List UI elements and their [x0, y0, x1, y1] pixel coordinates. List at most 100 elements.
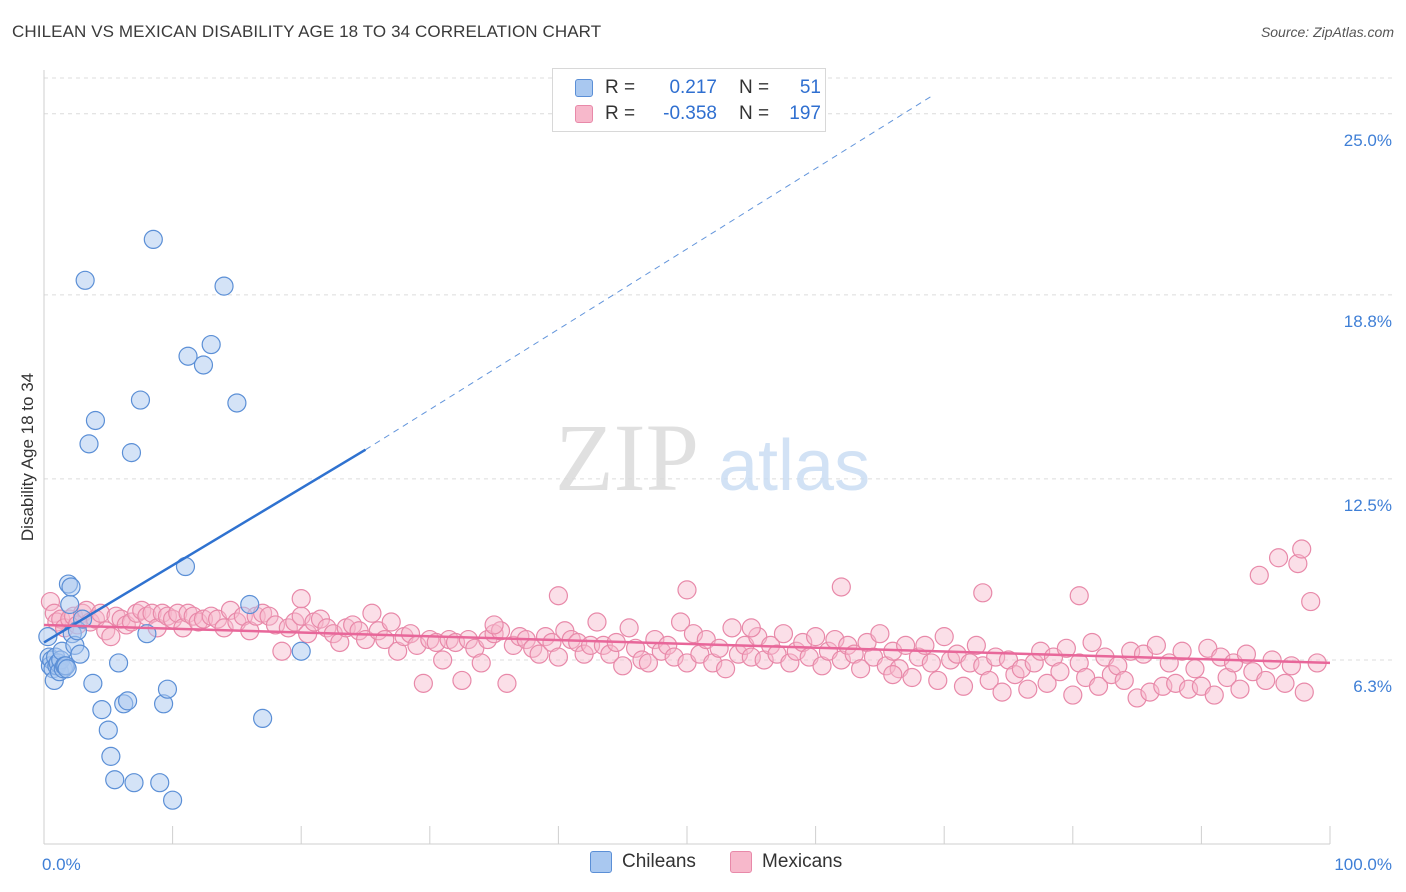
- chileans-point: [98, 720, 118, 740]
- legend-swatch-chileans: [575, 79, 593, 97]
- chileans-points: [38, 229, 311, 810]
- mexicans-point: [921, 653, 941, 673]
- legend-swatch-mexicans: [575, 105, 593, 123]
- mexicans-point: [1050, 662, 1070, 682]
- chileans-point: [157, 679, 178, 699]
- grid-lines: [44, 77, 1392, 661]
- y-tick-label: 6.3%: [1353, 677, 1392, 696]
- chileans-point: [92, 700, 112, 720]
- mexicans-point: [272, 641, 292, 661]
- legend-row-chileans: R = 0.217 N = 51: [575, 75, 821, 101]
- legend-box: R = 0.217 N = 51 R = -0.358 N = 197: [552, 68, 826, 132]
- mexicans-point: [613, 656, 633, 676]
- mexicans-point: [548, 647, 569, 667]
- mexicans-point: [587, 612, 607, 632]
- legend-n-label: N =: [739, 103, 770, 124]
- mexicans-point: [400, 624, 421, 644]
- mexicans-point: [168, 603, 188, 623]
- chileans-trend-line: [43, 448, 367, 644]
- mexicans-point: [1275, 673, 1295, 693]
- chileans-point: [79, 434, 99, 454]
- chileans-point: [61, 577, 81, 597]
- mexicans-point: [1292, 539, 1312, 559]
- mexicans-point: [973, 583, 993, 603]
- mexicans-point: [619, 618, 639, 638]
- legend-r-label: R =: [605, 103, 636, 124]
- mexicans-point: [548, 586, 569, 606]
- mexicans-point: [934, 627, 954, 647]
- y-tick-label: 18.8%: [1344, 312, 1392, 331]
- chileans-point: [85, 410, 106, 431]
- chileans-point: [130, 390, 151, 410]
- bottom-swatch-mexicans: [730, 851, 752, 873]
- source-label: Source: ZipAtlas.com: [1260, 24, 1394, 40]
- mexicans-point: [1268, 548, 1289, 568]
- bottom-legend-mexicans: Mexicans: [730, 851, 842, 873]
- mexicans-point: [101, 627, 121, 647]
- mexicans-point: [142, 603, 162, 623]
- mexicans-point: [831, 577, 851, 597]
- mexicans-point: [902, 667, 922, 688]
- chileans-point: [117, 691, 138, 711]
- chileans-point: [240, 594, 260, 615]
- bottom-swatch-chileans: [590, 851, 612, 873]
- chileans-trend-extension: [365, 95, 932, 451]
- mexicans-point: [1037, 673, 1057, 693]
- mexicans-point: [773, 624, 794, 644]
- chileans-point: [124, 773, 144, 793]
- mexicans-trend-line: [43, 623, 1331, 665]
- mexicans-point: [1288, 554, 1308, 574]
- chileans-point: [291, 641, 311, 661]
- mexicans-point: [1249, 565, 1269, 585]
- chileans-point: [178, 346, 198, 366]
- chileans-point: [75, 270, 95, 290]
- bottom-legend-label: Mexicans: [762, 851, 843, 872]
- chileans-point: [108, 653, 129, 673]
- chileans-point: [143, 229, 163, 250]
- mexicans-point: [1256, 670, 1276, 691]
- mexicans-point: [362, 603, 382, 623]
- chileans-point: [70, 644, 90, 664]
- axes: [43, 70, 1331, 845]
- legend-r-label: R =: [605, 77, 636, 98]
- mexicans-point: [870, 624, 890, 644]
- mexicans-point: [497, 673, 517, 693]
- chileans-point: [253, 708, 273, 729]
- mexicans-point: [1146, 635, 1166, 655]
- mexicans-point: [1063, 685, 1083, 705]
- mexicans-point: [291, 589, 311, 609]
- y-tick-label: 25.0%: [1344, 131, 1392, 150]
- chileans-point: [163, 790, 183, 810]
- mexicans-point: [1185, 659, 1205, 679]
- mexicans-point: [979, 670, 999, 691]
- y-tick-label: 12.5%: [1344, 496, 1392, 515]
- mexicans-points: [40, 539, 1327, 708]
- trend-lines: [43, 95, 1331, 665]
- watermark-zip: ZIP: [555, 404, 699, 511]
- mexicans-point: [953, 676, 974, 696]
- mexicans-point: [992, 682, 1012, 702]
- legend-n-value: 197: [789, 103, 821, 124]
- mexicans-point: [529, 644, 549, 664]
- mexicans-point: [741, 618, 761, 638]
- mexicans-point: [1172, 641, 1192, 661]
- mexicans-point: [40, 591, 61, 612]
- legend-n-value: 51: [799, 77, 821, 98]
- mexicans-point: [625, 638, 646, 658]
- mexicans-point: [851, 659, 871, 679]
- mexicans-point: [780, 653, 800, 673]
- mexicans-point: [433, 650, 453, 670]
- chileans-point: [150, 773, 170, 793]
- mexicans-point: [452, 670, 472, 691]
- mexicans-point: [638, 653, 659, 673]
- mexicans-point: [883, 664, 903, 685]
- mexicans-point: [677, 580, 697, 600]
- mexicans-point: [715, 659, 736, 679]
- legend-r-value: 0.217: [669, 77, 717, 98]
- tick-labels: 6.3% 12.5% 18.8% 25.0% 0.0% 100.0%: [42, 131, 1392, 874]
- chileans-point: [227, 393, 247, 413]
- chileans-point: [193, 355, 214, 375]
- mexicans-point: [1301, 591, 1321, 612]
- chileans-point: [38, 627, 58, 647]
- bottom-legend-label: Chileans: [622, 851, 696, 872]
